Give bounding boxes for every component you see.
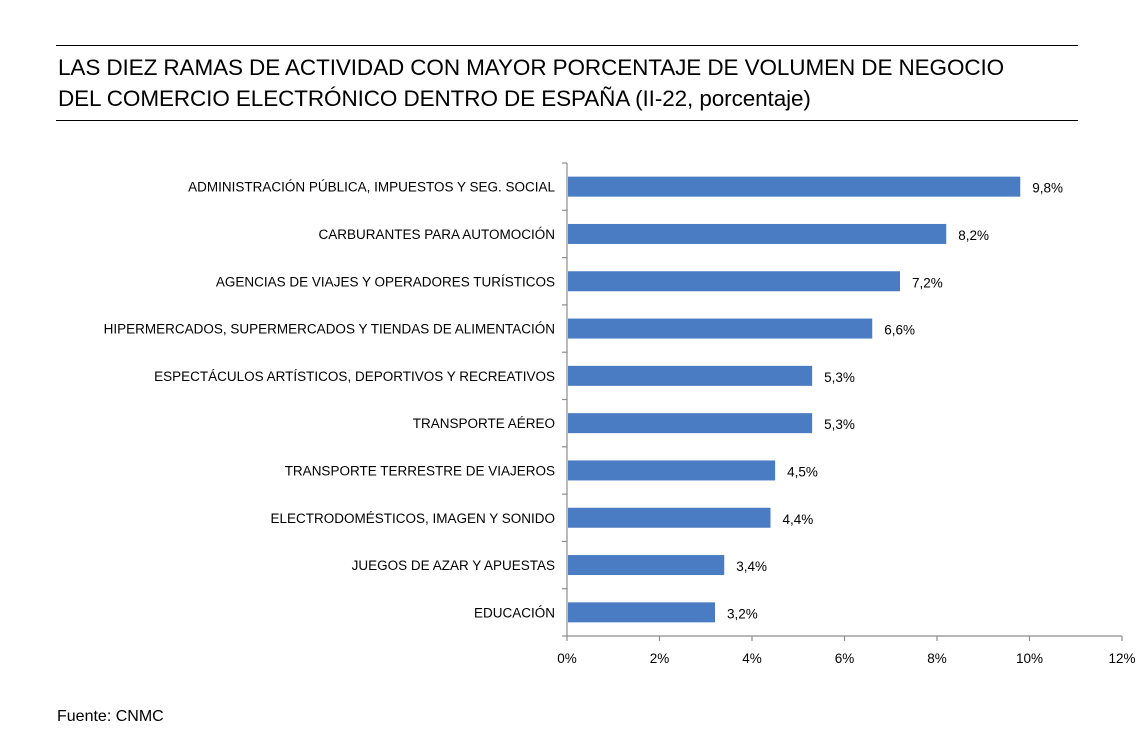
bar <box>568 271 900 292</box>
category-label: ELECTRODOMÉSTICOS, IMAGEN Y SONIDO <box>270 511 555 526</box>
category-label: AGENCIAS DE VIAJES Y OPERADORES TURÍSTIC… <box>216 274 555 289</box>
x-tick-label: 2% <box>650 651 670 666</box>
x-tick-label: 8% <box>927 651 947 666</box>
bar-chart: 0% 2% 4% 6% 8% 10% 12% ADMINISTRACIÓN PÚBLICA, … <box>104 162 1136 666</box>
x-tick-label: 10% <box>1016 651 1043 666</box>
data-label: 3,2% <box>727 606 758 621</box>
x-tick-label: 0% <box>557 651 577 666</box>
category-label: ESPECTÁCULOS ARTÍSTICOS, DEPORTIVOS Y RE… <box>154 369 555 384</box>
x-tick-label: 12% <box>1108 651 1135 666</box>
chart-title-line-2: DEL COMERCIO ELECTRÓNICO DENTRO DE ESPAÑ… <box>58 86 811 111</box>
bar <box>568 365 813 386</box>
chart-title-line-1: LAS DIEZ RAMAS DE ACTIVIDAD CON MAYOR PO… <box>58 55 1005 80</box>
bar <box>568 413 813 434</box>
data-label: 4,5% <box>787 464 818 479</box>
bar <box>568 318 873 339</box>
category-label: HIPERMERCADOS, SUPERMERCADOS Y TIENDAS D… <box>104 322 555 337</box>
category-label: TRANSPORTE AÉREO <box>413 416 555 431</box>
bar <box>568 507 771 528</box>
data-label: 9,8% <box>1032 181 1063 196</box>
data-label: 4,4% <box>783 512 814 527</box>
category-label: TRANSPORTE TERRESTRE DE VIAJEROS <box>285 463 555 478</box>
data-label: 3,4% <box>736 559 767 574</box>
chart-title: LAS DIEZ RAMAS DE ACTIVIDAD CON MAYOR PO… <box>56 45 1078 121</box>
x-tick-label: 6% <box>835 651 855 666</box>
data-label: 5,3% <box>824 370 855 385</box>
data-label: 7,2% <box>912 275 943 290</box>
bar <box>568 223 947 244</box>
category-label: JUEGOS DE AZAR Y APUESTAS <box>352 558 555 573</box>
bar <box>568 602 715 623</box>
category-label: EDUCACIÓN <box>474 605 555 620</box>
x-tick-label: 4% <box>742 651 762 666</box>
bar <box>568 460 776 481</box>
category-label: CARBURANTES PARA AUTOMOCIÓN <box>318 227 555 242</box>
data-label: 5,3% <box>824 417 855 432</box>
category-label: ADMINISTRACIÓN PÚBLICA, IMPUESTOS Y SEG.… <box>188 180 555 195</box>
bar <box>568 176 1021 197</box>
data-label: 8,2% <box>958 228 989 243</box>
data-label: 6,6% <box>884 323 915 338</box>
source-note: Fuente: CNMC <box>57 708 164 725</box>
bar <box>568 555 725 576</box>
